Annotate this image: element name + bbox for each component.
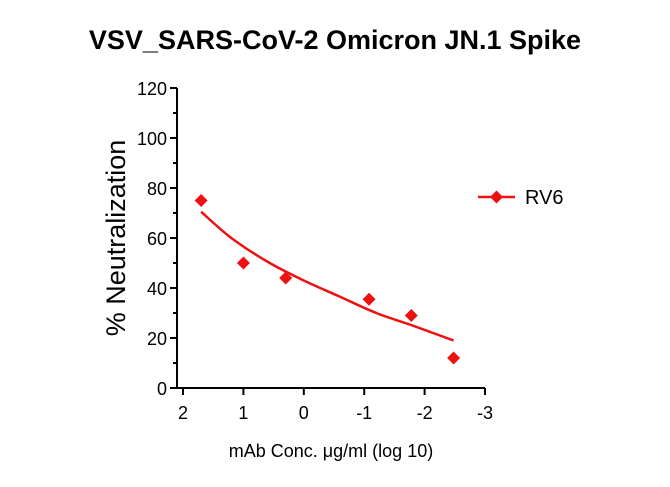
y-axis-ticks: 0 20 40 60 80 100 120 xyxy=(137,79,177,399)
data-point xyxy=(404,309,418,322)
x-tick-label: 1 xyxy=(238,403,248,423)
fit-curve xyxy=(200,210,455,342)
plot-area: 0 20 40 60 80 100 120 2 1 0 -1 -2 -3 xyxy=(137,79,493,423)
chart-title: VSV_SARS-CoV-2 Omicron JN.1 Spike xyxy=(89,25,581,55)
y-tick-label: 120 xyxy=(137,79,167,99)
x-axis-ticks: 2 1 0 -1 -2 -3 xyxy=(178,388,493,423)
data-point xyxy=(362,292,376,306)
data-point xyxy=(236,256,250,270)
legend-marker xyxy=(490,190,503,204)
x-tick-label: -3 xyxy=(477,403,493,423)
y-tick-label: 60 xyxy=(147,229,167,249)
x-tick-label: 0 xyxy=(299,403,309,423)
y-tick-label: 0 xyxy=(157,379,167,399)
x-axis-label: mAb Conc. μg/ml (log 10) xyxy=(229,441,433,461)
legend-label: RV6 xyxy=(525,187,564,209)
data-point xyxy=(447,351,461,365)
data-point xyxy=(279,271,293,285)
x-tick-label: 2 xyxy=(178,403,188,423)
x-tick-label: -2 xyxy=(417,403,433,423)
x-tick-label: -1 xyxy=(356,403,372,423)
y-axis-label: % Neutralization xyxy=(101,140,131,337)
legend: RV6 xyxy=(478,187,564,209)
data-point xyxy=(194,194,208,207)
y-tick-label: 40 xyxy=(147,279,167,299)
series-layer xyxy=(194,194,461,365)
y-tick-label: 80 xyxy=(147,179,167,199)
y-tick-label: 20 xyxy=(147,329,167,349)
y-tick-label: 100 xyxy=(137,129,167,149)
